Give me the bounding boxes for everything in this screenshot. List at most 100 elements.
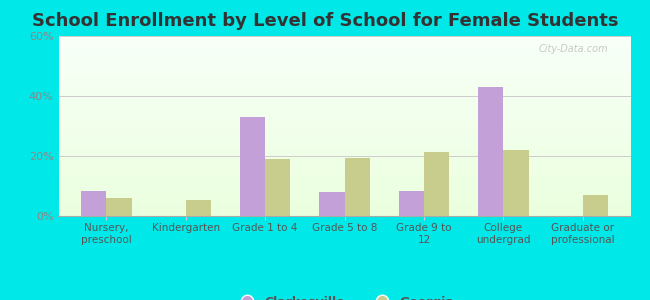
Bar <box>58 121 630 122</box>
Bar <box>58 194 630 196</box>
Bar <box>58 38 630 40</box>
Bar <box>58 175 630 176</box>
Bar <box>58 101 630 103</box>
Bar <box>58 139 630 140</box>
Bar <box>58 67 630 68</box>
Bar <box>478 87 503 216</box>
Bar <box>58 146 630 148</box>
Bar <box>58 137 630 139</box>
Bar <box>58 81 630 83</box>
Bar <box>58 155 630 157</box>
Bar <box>186 200 211 216</box>
Bar <box>58 205 630 207</box>
Bar <box>58 124 630 126</box>
Bar <box>58 149 630 151</box>
Bar <box>58 191 630 193</box>
Bar <box>58 207 630 209</box>
Bar <box>58 158 630 160</box>
Bar <box>58 68 630 70</box>
Bar <box>58 70 630 72</box>
Bar <box>58 200 630 202</box>
Bar <box>58 61 630 63</box>
Bar <box>344 158 370 216</box>
Bar <box>58 41 630 43</box>
Bar <box>58 76 630 77</box>
Bar <box>58 97 630 99</box>
Bar <box>58 117 630 119</box>
Bar <box>58 126 630 128</box>
Bar <box>58 196 630 198</box>
Bar <box>58 43 630 45</box>
Bar <box>58 169 630 171</box>
Bar <box>58 171 630 173</box>
Bar <box>58 95 630 97</box>
Bar <box>58 189 630 191</box>
Bar <box>58 113 630 115</box>
Bar <box>58 160 630 162</box>
Bar <box>58 54 630 56</box>
Bar <box>58 47 630 49</box>
Bar <box>58 108 630 110</box>
Text: School Enrollment by Level of School for Female Students: School Enrollment by Level of School for… <box>32 12 618 30</box>
Bar <box>58 180 630 182</box>
Bar <box>58 212 630 214</box>
Bar <box>58 77 630 79</box>
Bar <box>58 193 630 194</box>
Bar <box>58 178 630 180</box>
Bar <box>58 162 630 164</box>
Bar <box>58 182 630 184</box>
Bar <box>58 148 630 149</box>
Bar <box>58 112 630 113</box>
Bar <box>58 40 630 41</box>
Bar <box>58 90 630 92</box>
Bar <box>58 131 630 133</box>
Bar <box>58 140 630 142</box>
Text: City-Data.com: City-Data.com <box>538 44 608 54</box>
Bar <box>58 209 630 211</box>
Bar <box>583 195 608 216</box>
Bar <box>265 159 291 216</box>
Bar <box>58 133 630 135</box>
Bar <box>58 65 630 67</box>
Bar <box>58 59 630 61</box>
Bar <box>58 52 630 54</box>
Bar <box>58 173 630 175</box>
Bar <box>58 36 630 38</box>
Bar <box>81 190 106 216</box>
Bar <box>58 157 630 158</box>
Bar <box>58 94 630 95</box>
Bar <box>58 92 630 94</box>
Bar <box>58 185 630 187</box>
Bar <box>106 198 131 216</box>
Bar <box>58 151 630 153</box>
Bar <box>58 74 630 76</box>
Bar <box>58 184 630 185</box>
Bar <box>58 176 630 178</box>
Bar <box>58 130 630 131</box>
Bar <box>58 164 630 166</box>
Bar <box>58 110 630 112</box>
Bar <box>398 190 424 216</box>
Bar <box>58 63 630 65</box>
Bar <box>58 214 630 216</box>
Bar <box>58 103 630 104</box>
Bar <box>58 58 630 59</box>
Bar <box>58 167 630 169</box>
Bar <box>58 56 630 58</box>
Bar <box>240 117 265 216</box>
Bar <box>424 152 449 216</box>
Bar <box>58 99 630 101</box>
Bar <box>58 72 630 74</box>
Bar <box>58 187 630 189</box>
Bar <box>58 119 630 121</box>
Bar <box>58 79 630 81</box>
Bar <box>58 144 630 146</box>
Bar <box>58 128 630 130</box>
Legend: Clarkesville, Georgia: Clarkesville, Georgia <box>229 291 460 300</box>
Bar <box>58 49 630 50</box>
Bar <box>58 211 630 212</box>
Bar <box>58 203 630 205</box>
Bar <box>58 198 630 200</box>
Bar <box>503 150 529 216</box>
Bar <box>58 45 630 47</box>
